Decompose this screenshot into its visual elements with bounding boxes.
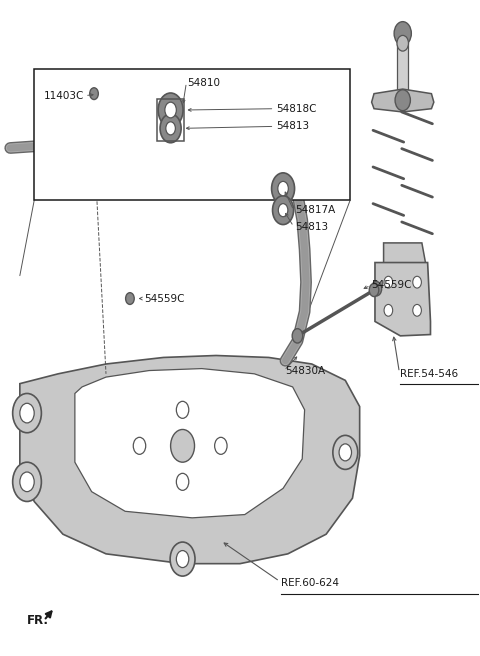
Polygon shape: [372, 89, 434, 112]
Circle shape: [20, 472, 34, 491]
Text: 54559C: 54559C: [372, 281, 412, 291]
Circle shape: [413, 304, 421, 316]
Polygon shape: [20, 356, 360, 564]
Text: REF.54-546: REF.54-546: [400, 369, 458, 379]
Circle shape: [126, 293, 134, 304]
Circle shape: [12, 462, 41, 501]
Text: 11403C: 11403C: [44, 91, 84, 100]
Polygon shape: [379, 243, 427, 321]
Text: REF.60-624: REF.60-624: [281, 579, 339, 588]
Circle shape: [339, 444, 351, 461]
Circle shape: [170, 542, 195, 576]
Bar: [397, 33, 408, 106]
Circle shape: [20, 403, 34, 423]
Circle shape: [90, 88, 98, 100]
Circle shape: [333, 436, 358, 470]
Circle shape: [176, 401, 189, 419]
Circle shape: [160, 114, 181, 143]
Circle shape: [292, 329, 303, 343]
Circle shape: [278, 181, 288, 195]
Circle shape: [394, 22, 411, 45]
Text: 54559C: 54559C: [144, 293, 185, 304]
Circle shape: [395, 90, 410, 111]
Circle shape: [272, 173, 295, 204]
Circle shape: [278, 203, 288, 216]
Circle shape: [273, 195, 294, 224]
Text: 54813: 54813: [276, 121, 309, 131]
Polygon shape: [75, 369, 305, 518]
Circle shape: [170, 430, 194, 462]
Circle shape: [369, 283, 379, 297]
Text: 54813: 54813: [295, 222, 328, 232]
Circle shape: [371, 281, 382, 296]
Bar: [157, 99, 184, 142]
Text: 54817A: 54817A: [295, 205, 336, 215]
Circle shape: [12, 394, 41, 433]
Text: 54810: 54810: [187, 77, 220, 87]
Circle shape: [176, 550, 189, 567]
Circle shape: [158, 93, 183, 127]
Circle shape: [166, 122, 175, 135]
Circle shape: [413, 276, 421, 288]
Text: 54818C: 54818C: [276, 104, 316, 113]
Polygon shape: [375, 262, 431, 336]
Circle shape: [176, 474, 189, 490]
Circle shape: [133, 438, 146, 455]
Circle shape: [165, 102, 176, 118]
Text: FR.: FR.: [27, 614, 49, 627]
Circle shape: [384, 304, 393, 316]
Bar: [34, 70, 350, 200]
Circle shape: [384, 276, 393, 288]
Circle shape: [215, 438, 227, 455]
Text: 54830A: 54830A: [286, 365, 325, 375]
Circle shape: [397, 35, 408, 51]
